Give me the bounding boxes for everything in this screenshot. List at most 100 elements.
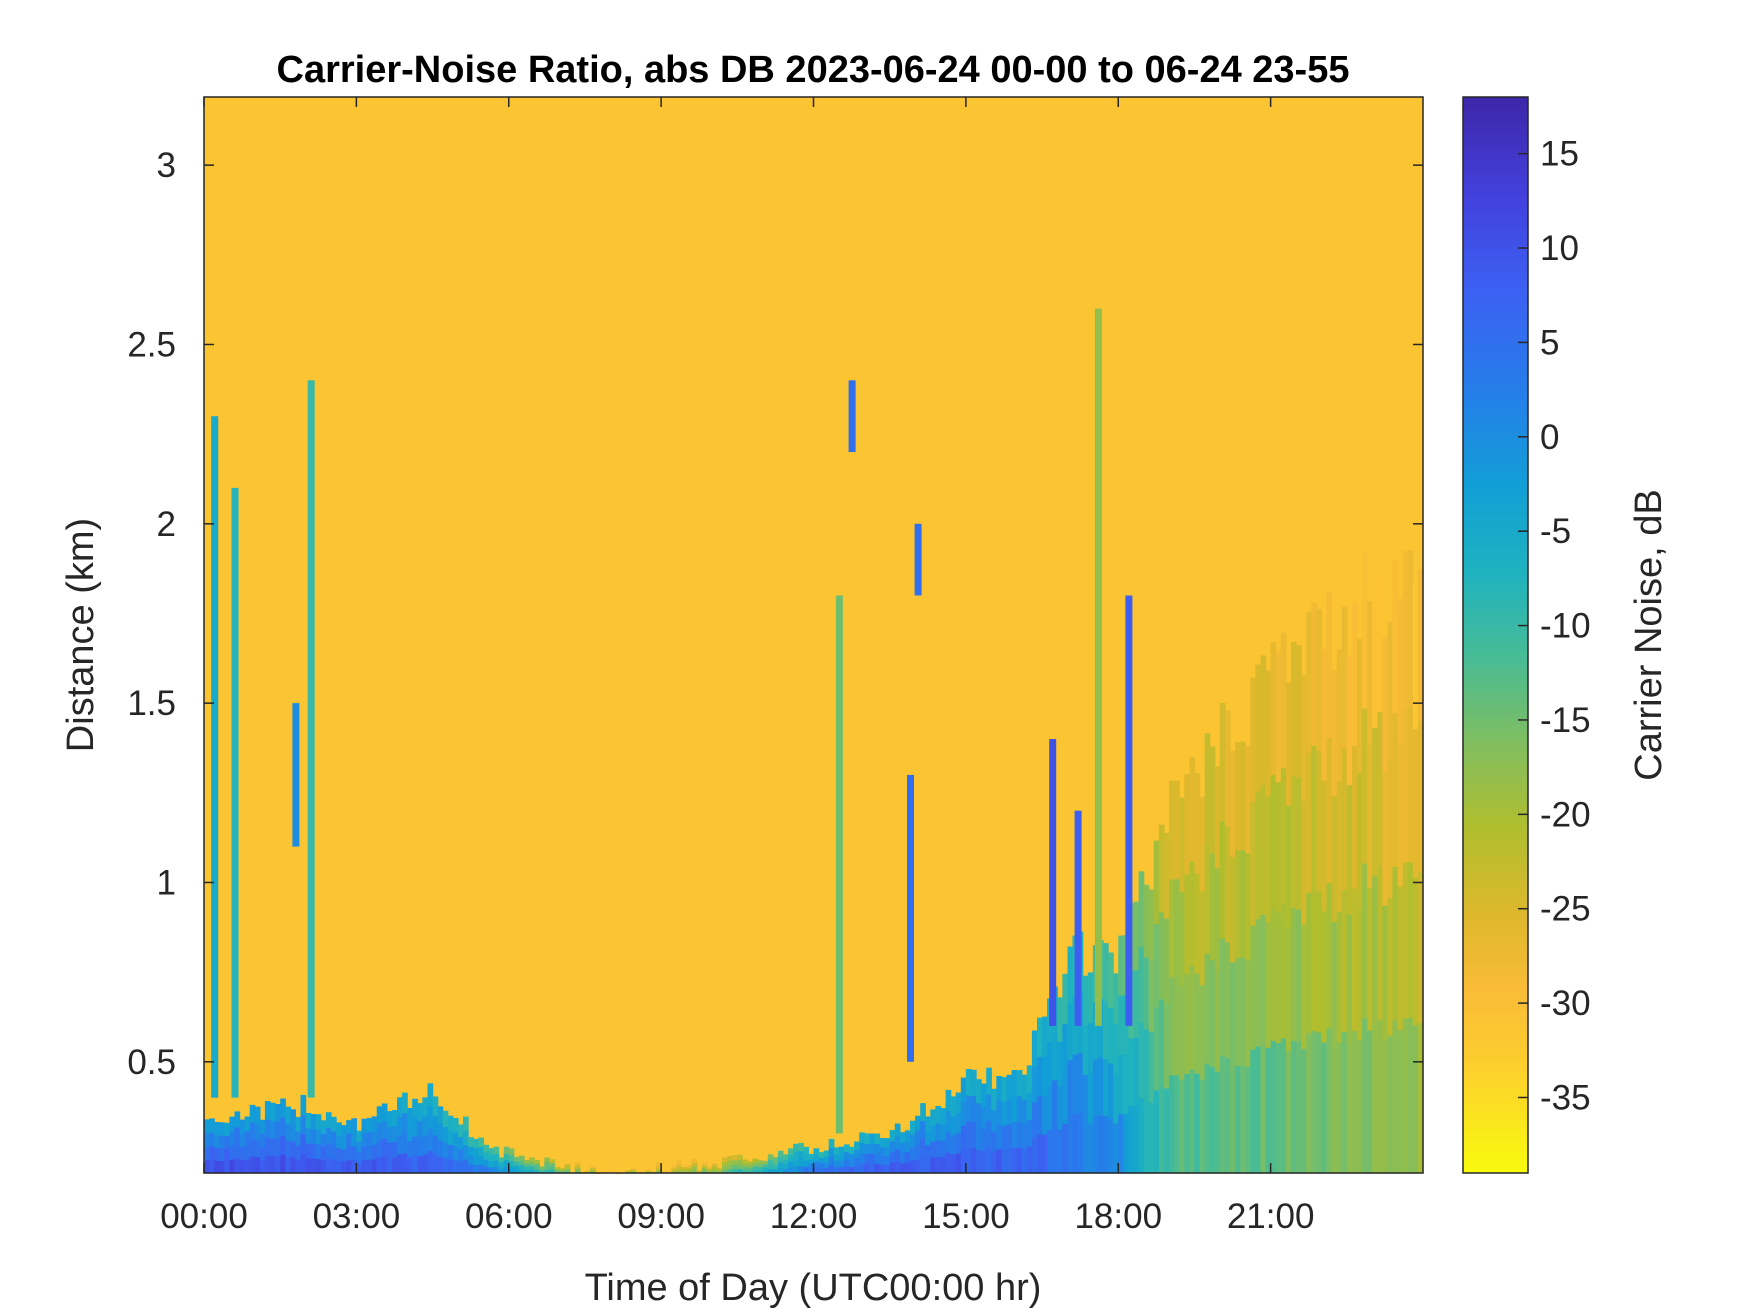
x-tick-label: 03:00 [313,1197,401,1236]
heatmap-cell [1153,1089,1160,1174]
heatmap-cell [1265,1047,1272,1174]
heatmap-cell [1250,801,1256,926]
heatmap-cell [513,1169,520,1174]
heatmap-cell [651,1171,657,1173]
heatmap-cell [904,1141,911,1153]
heatmap-cell [742,1159,749,1164]
heatmap-cell [625,1170,632,1173]
heatmap-cell [300,1114,307,1135]
heatmap-cell [1306,892,1312,1034]
heatmap-cell [391,1141,398,1158]
heatmap-cell [1260,914,1267,1045]
heatmap-cell [965,1121,972,1148]
heatmap-cell [1407,706,1414,863]
heatmap-cell [1026,1092,1033,1120]
heatmap-cell [1219,938,1226,1057]
heatmap-cell [432,1134,439,1155]
heatmap-cell [1189,756,1196,862]
heatmap-cell [1224,825,1231,943]
heatmap-cell [772,1157,779,1162]
heatmap-cell [635,1171,642,1173]
heatmap-cell [1169,780,1175,880]
heatmap-cell [234,1126,241,1143]
heatmap-cell [945,1110,952,1133]
heatmap-streak [835,595,843,1134]
heatmap-cell [1214,766,1221,869]
heatmap-cell [1290,1040,1297,1174]
heatmap-cell [1326,592,1333,738]
heatmap-cell [1006,1123,1013,1149]
heatmap-cell [752,1158,759,1163]
heatmap-cell [1372,875,1378,1025]
heatmap-cell [1346,655,1353,786]
heatmap-cell [1062,1123,1069,1174]
heatmap-streak [907,774,914,1062]
heatmap-cell [1230,750,1236,857]
heatmap-cell [315,1158,322,1174]
heatmap-cell [859,1142,865,1154]
heatmap-cell [239,1159,246,1174]
heatmap-cell [422,1154,429,1174]
heatmap-cell [209,1118,215,1133]
heatmap-cell [1224,710,1231,827]
heatmap-cell [458,1148,464,1162]
heatmap-cell [447,1115,454,1131]
heatmap-cell [1108,1117,1114,1174]
heatmap-cell [1224,941,1231,1058]
heatmap-cell [935,1156,942,1174]
heatmap-cell [1057,997,1063,1042]
heatmap-cell [402,1112,408,1134]
colorbar-tick-label: -15 [1540,701,1591,740]
heatmap-cell [788,1154,794,1162]
heatmap-cell [1351,602,1358,746]
heatmap-cell [976,1149,982,1174]
heatmap-cell [955,1112,962,1134]
x-tick-label: 18:00 [1074,1197,1162,1236]
heatmap-cell [1407,550,1414,707]
heatmap-cell [1331,921,1338,1048]
heatmap-cell [1057,1041,1063,1086]
heatmap-cell [696,1171,703,1173]
heatmap-cell [747,1161,754,1166]
heatmap-cell [1087,1122,1094,1174]
heatmap-cell [889,1140,896,1153]
heatmap-cell [559,1168,566,1171]
heatmap-cell [402,1132,408,1154]
heatmap-cell [930,1141,936,1158]
heatmap-cell [214,1134,220,1149]
heatmap-cell [727,1168,733,1174]
heatmap-cell [1052,1033,1058,1081]
heatmap-cell [737,1163,743,1169]
heatmap-cell [1179,797,1185,893]
heatmap-cell [239,1146,246,1161]
heatmap-cell [803,1153,809,1161]
heatmap-cell [1255,1045,1262,1174]
heatmap-cell [844,1144,850,1153]
heatmap-cell [574,1167,581,1172]
heatmap-cell [818,1162,825,1169]
heatmap-cell [1011,1095,1018,1123]
heatmap-cell [742,1166,749,1171]
heatmap-cell [270,1137,276,1157]
heatmap-cell [295,1116,302,1132]
heatmap-cell [1133,1037,1140,1106]
heatmap-cell [325,1157,332,1174]
heatmap-cell [295,1145,302,1160]
heatmap-cell [940,1108,947,1125]
heatmap-cell [1011,1147,1018,1174]
heatmap-cell [833,1166,840,1174]
heatmap-cell [508,1148,515,1156]
heatmap-cell [757,1160,764,1165]
heatmap-cell [366,1131,373,1147]
heatmap-cell [803,1166,809,1174]
heatmap-cell [681,1168,688,1172]
heatmap-cell [676,1160,683,1164]
heatmap-cell [656,1170,662,1174]
heatmap-cell [935,1122,942,1141]
heatmap-cell [1011,1070,1018,1097]
heatmap-cell [884,1155,891,1165]
heatmap-cell [1199,796,1206,892]
heatmap-cell [1290,774,1297,909]
heatmap-cell [925,1158,931,1174]
